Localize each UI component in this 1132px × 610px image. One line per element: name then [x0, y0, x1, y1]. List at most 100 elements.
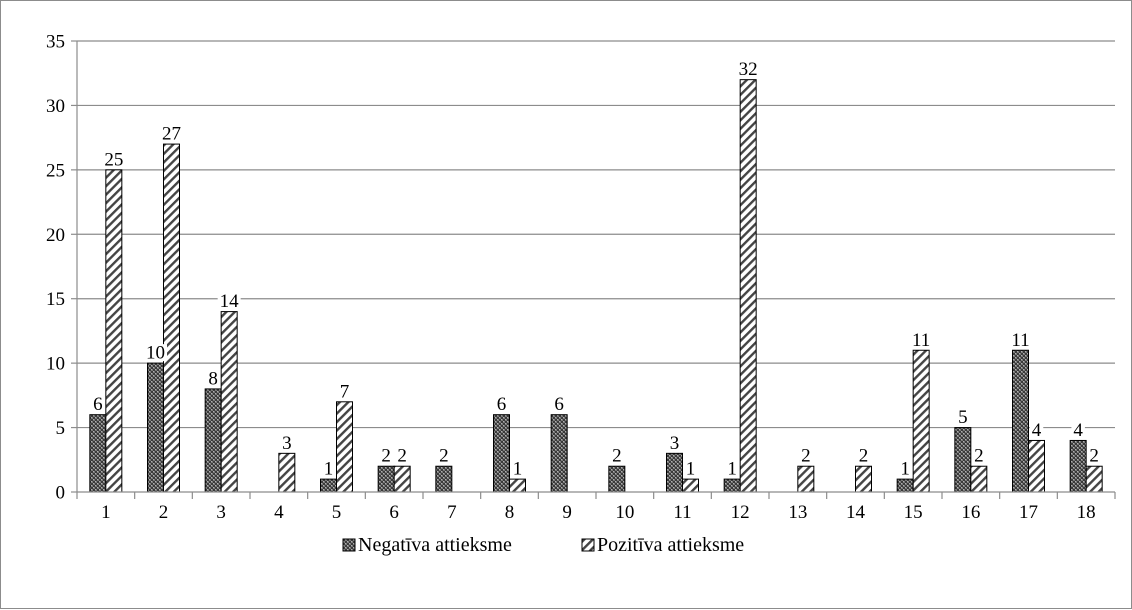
- bar: [336, 401, 353, 493]
- y-tick-label: 25: [46, 160, 65, 181]
- bar: [435, 465, 453, 493]
- data-label-bg: [1009, 331, 1032, 349]
- data-label-bg: [206, 369, 220, 387]
- bar: [377, 465, 395, 493]
- bar: [666, 452, 683, 493]
- data-label: 27: [162, 124, 181, 145]
- x-tick-label: 2: [159, 502, 169, 523]
- data-label-bg: [1071, 421, 1085, 439]
- data-label: 2: [974, 446, 984, 467]
- data-label: 5: [958, 407, 968, 428]
- bar: [1085, 465, 1103, 493]
- x-tick-label: 5: [332, 502, 342, 523]
- data-label: 14: [220, 291, 240, 312]
- data-label: 32: [739, 59, 758, 80]
- legend-swatch: [581, 538, 595, 552]
- bars: [89, 79, 1103, 493]
- x-tick-label: 1: [101, 502, 111, 523]
- data-label-bg: [898, 460, 912, 478]
- data-label-bg: [144, 344, 167, 362]
- bar: [278, 452, 296, 493]
- data-label-bg: [909, 331, 933, 349]
- x-tick-label: 15: [904, 502, 923, 523]
- x-tick-label: 8: [505, 502, 515, 523]
- bar: [896, 478, 914, 493]
- data-label: 7: [340, 381, 350, 402]
- data-label: 2: [397, 446, 407, 467]
- data-label: 6: [497, 394, 507, 415]
- data-label-bg: [217, 292, 241, 310]
- data-label-bg: [683, 460, 698, 478]
- legend-label: Negatīva attieksme: [358, 534, 512, 556]
- data-label-bg: [337, 382, 352, 400]
- y-tick-label: 10: [46, 354, 65, 375]
- bar: [739, 79, 757, 493]
- data-label: 1: [900, 459, 910, 480]
- data-label: 3: [282, 433, 292, 454]
- y-tick-label: 0: [56, 483, 66, 504]
- data-label: 4: [1073, 420, 1083, 441]
- y-tick-label: 35: [46, 32, 65, 53]
- bar: [1069, 439, 1087, 493]
- bar: [320, 478, 337, 493]
- data-label: 1: [324, 459, 334, 480]
- x-tick-label: 14: [846, 502, 866, 523]
- bar: [912, 349, 930, 493]
- data-label: 2: [381, 446, 391, 467]
- data-label-bg: [437, 447, 451, 465]
- bar: [493, 414, 510, 493]
- data-label: 25: [104, 149, 123, 170]
- data-label-bg: [856, 447, 871, 465]
- x-tick-label: 7: [447, 502, 457, 523]
- bar: [220, 311, 238, 493]
- data-label-bg: [799, 447, 813, 465]
- data-label: 2: [1089, 446, 1099, 467]
- data-label-bg: [1087, 447, 1101, 465]
- data-label: 2: [859, 446, 869, 467]
- x-tick-label: 3: [216, 502, 226, 523]
- x-tick-label: 13: [788, 502, 807, 523]
- data-label: 10: [146, 343, 165, 364]
- x-tick-label: 18: [1077, 502, 1096, 523]
- data-label: 2: [612, 446, 622, 467]
- bar: [550, 414, 568, 493]
- y-tick-label: 20: [46, 225, 65, 246]
- data-label: 1: [727, 459, 737, 480]
- y-tick-label: 15: [46, 289, 65, 310]
- x-tick-label: 11: [673, 502, 691, 523]
- data-label-bg: [160, 125, 183, 143]
- bar: [89, 414, 107, 493]
- data-label: 6: [554, 394, 564, 415]
- legend-swatch: [342, 538, 356, 552]
- data-label: 4: [1032, 420, 1042, 441]
- x-tick-label: 17: [1019, 502, 1038, 523]
- bar: [163, 143, 180, 493]
- bar: [954, 427, 972, 493]
- x-tick-label: 12: [731, 502, 750, 523]
- data-label-bg: [494, 395, 509, 413]
- data-label-bg: [972, 447, 986, 465]
- legend-label: Pozitīva attieksme: [597, 534, 744, 556]
- data-label-bg: [1029, 421, 1044, 439]
- x-tick-label: 4: [274, 502, 284, 523]
- data-label-bg: [510, 460, 525, 478]
- data-label-bg: [102, 150, 126, 168]
- bar: [204, 388, 222, 493]
- data-label: 2: [801, 446, 811, 467]
- bar: [1028, 439, 1045, 493]
- bar: [970, 465, 988, 493]
- bar: [682, 478, 699, 493]
- x-tick-label: 6: [389, 502, 399, 523]
- data-label-bg: [395, 447, 409, 465]
- x-tick-label: 9: [562, 502, 572, 523]
- bar: [147, 362, 164, 493]
- data-label: 11: [912, 330, 930, 351]
- data-label-bg: [956, 408, 970, 426]
- bar: [509, 478, 526, 493]
- x-tick-label: 10: [615, 502, 634, 523]
- bar: [608, 465, 626, 493]
- y-tick-label: 5: [56, 418, 66, 439]
